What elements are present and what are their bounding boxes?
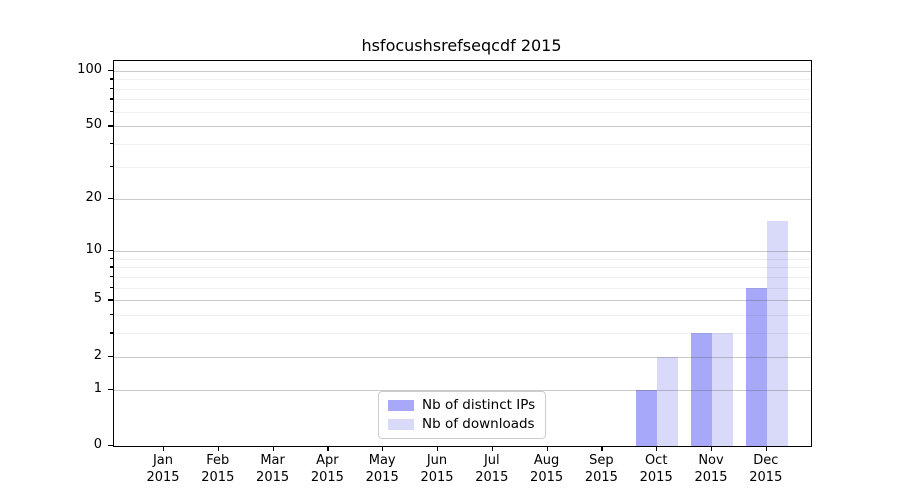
gridline-5: [114, 300, 811, 302]
x-tick-label-jun: Jun 2015: [407, 453, 467, 486]
legend-label: Nb of distinct IPs: [422, 397, 536, 413]
y-tick-label-2: 2: [93, 347, 102, 363]
x-tick-mark: [327, 446, 329, 451]
y-tick-mark: [108, 250, 113, 252]
x-tick-label-year: 2015: [749, 469, 783, 485]
gridline-2: [114, 356, 811, 358]
x-tick-label-year: 2015: [256, 469, 290, 485]
y-tick-label-0: 0: [93, 437, 102, 452]
y-tick-label-5: 5: [93, 291, 102, 307]
y-minor-tick-mark: [110, 314, 113, 316]
y-tick-mark: [108, 69, 113, 72]
x-tick-label-year: 2015: [584, 469, 618, 485]
x-tick-label-nov: Nov 2015: [681, 453, 741, 486]
y-tick-mark: [108, 388, 113, 390]
x-tick-label-year: 2015: [146, 469, 180, 485]
x-tick-mark: [217, 446, 220, 451]
y-minor-tick-mark: [110, 110, 113, 113]
x-tick-label-mar: Mar 2015: [243, 453, 303, 486]
legend-label: Nb of downloads: [422, 416, 535, 432]
bar-distinct-ips-dec: [745, 287, 767, 446]
gridline-9: [114, 258, 811, 260]
y-tick-label-50: 50: [85, 117, 102, 133]
chart-title: hsfocushsrefseqcdf 2015: [361, 36, 562, 55]
x-tick-label-year: 2015: [310, 469, 344, 485]
bar-downloads-dec: [766, 220, 788, 446]
y-tick-label-1: 1: [93, 380, 102, 396]
x-tick-mark: [765, 446, 768, 451]
y-tick-label-100: 100: [77, 61, 102, 77]
gridline-1: [114, 389, 811, 391]
gridline-20: [114, 198, 811, 200]
gridline-10: [114, 251, 811, 253]
x-tick-label-year: 2015: [694, 469, 728, 485]
y-minor-tick-mark: [110, 143, 113, 145]
gridline-40: [114, 144, 811, 146]
gridline-3: [114, 333, 811, 335]
x-tick-label-year: 2015: [475, 469, 509, 485]
gridline-70: [114, 99, 811, 101]
legend: Nb of distinct IPs Nb of downloads: [378, 391, 547, 439]
y-minor-tick-mark: [110, 98, 113, 100]
y-tick-mark: [108, 125, 113, 127]
legend-swatch: [388, 418, 414, 430]
gridline-8: [114, 267, 811, 269]
y-minor-tick-mark: [110, 257, 113, 260]
plot-area: [113, 60, 812, 447]
y-tick-mark: [108, 355, 113, 357]
x-tick-label-oct: Oct 2015: [626, 453, 686, 486]
x-tick-label-year: 2015: [201, 469, 235, 485]
x-tick-mark: [711, 446, 713, 451]
gridline-100: [114, 70, 811, 72]
gridline-60: [114, 111, 811, 113]
gridline-4: [114, 315, 811, 317]
y-minor-tick-mark: [110, 286, 113, 289]
x-tick-label-jan: Jan 2015: [133, 453, 193, 486]
y-tick-mark: [108, 299, 113, 301]
y-tick-mark: [108, 197, 113, 199]
x-tick-mark: [491, 446, 494, 451]
y-minor-tick-mark: [110, 266, 113, 268]
gridline-30: [114, 166, 811, 168]
x-tick-label-may: May 2015: [352, 453, 412, 486]
x-tick-label-apr: Apr 2015: [297, 453, 357, 486]
x-tick-label-aug: Aug 2015: [517, 453, 577, 486]
gridline-50: [114, 126, 811, 128]
x-tick-mark: [163, 446, 165, 451]
x-tick-mark: [272, 446, 274, 451]
y-minor-tick-mark: [110, 275, 113, 278]
legend-swatch: [388, 399, 414, 411]
legend-item-distinct-ips: Nb of distinct IPs: [388, 397, 535, 413]
y-minor-tick-mark: [110, 165, 113, 168]
y-tick-mark: [108, 445, 113, 447]
x-tick-label-year: 2015: [420, 469, 454, 485]
bar-downloads-oct: [657, 356, 679, 446]
x-tick-mark: [437, 446, 439, 451]
y-minor-tick-mark: [110, 87, 113, 90]
gridline-80: [114, 88, 811, 90]
x-tick-label-sep: Sep 2015: [571, 453, 631, 486]
y-minor-tick-mark: [110, 78, 113, 80]
legend-item-downloads: Nb of downloads: [388, 416, 535, 432]
gridline-6: [114, 287, 811, 289]
x-tick-label-feb: Feb 2015: [188, 453, 248, 486]
gridline-90: [114, 79, 811, 81]
x-tick-label-year: 2015: [639, 469, 673, 485]
bar-distinct-ips-oct: [636, 389, 658, 446]
x-tick-label-year: 2015: [530, 469, 564, 485]
x-tick-label-jul: Jul 2015: [462, 453, 522, 486]
y-tick-label-10: 10: [85, 242, 102, 258]
x-tick-mark: [382, 446, 384, 451]
x-tick-label-year: 2015: [365, 469, 399, 485]
y-tick-label-20: 20: [85, 189, 102, 205]
y-minor-tick-mark: [110, 332, 113, 334]
x-tick-mark: [546, 446, 548, 451]
bar-downloads-nov: [712, 333, 733, 446]
bar-distinct-ips-nov: [691, 333, 712, 446]
gridline-7: [114, 276, 811, 278]
x-tick-label-dec: Dec 2015: [736, 453, 796, 486]
x-tick-mark: [601, 446, 603, 451]
x-tick-mark: [656, 446, 658, 451]
